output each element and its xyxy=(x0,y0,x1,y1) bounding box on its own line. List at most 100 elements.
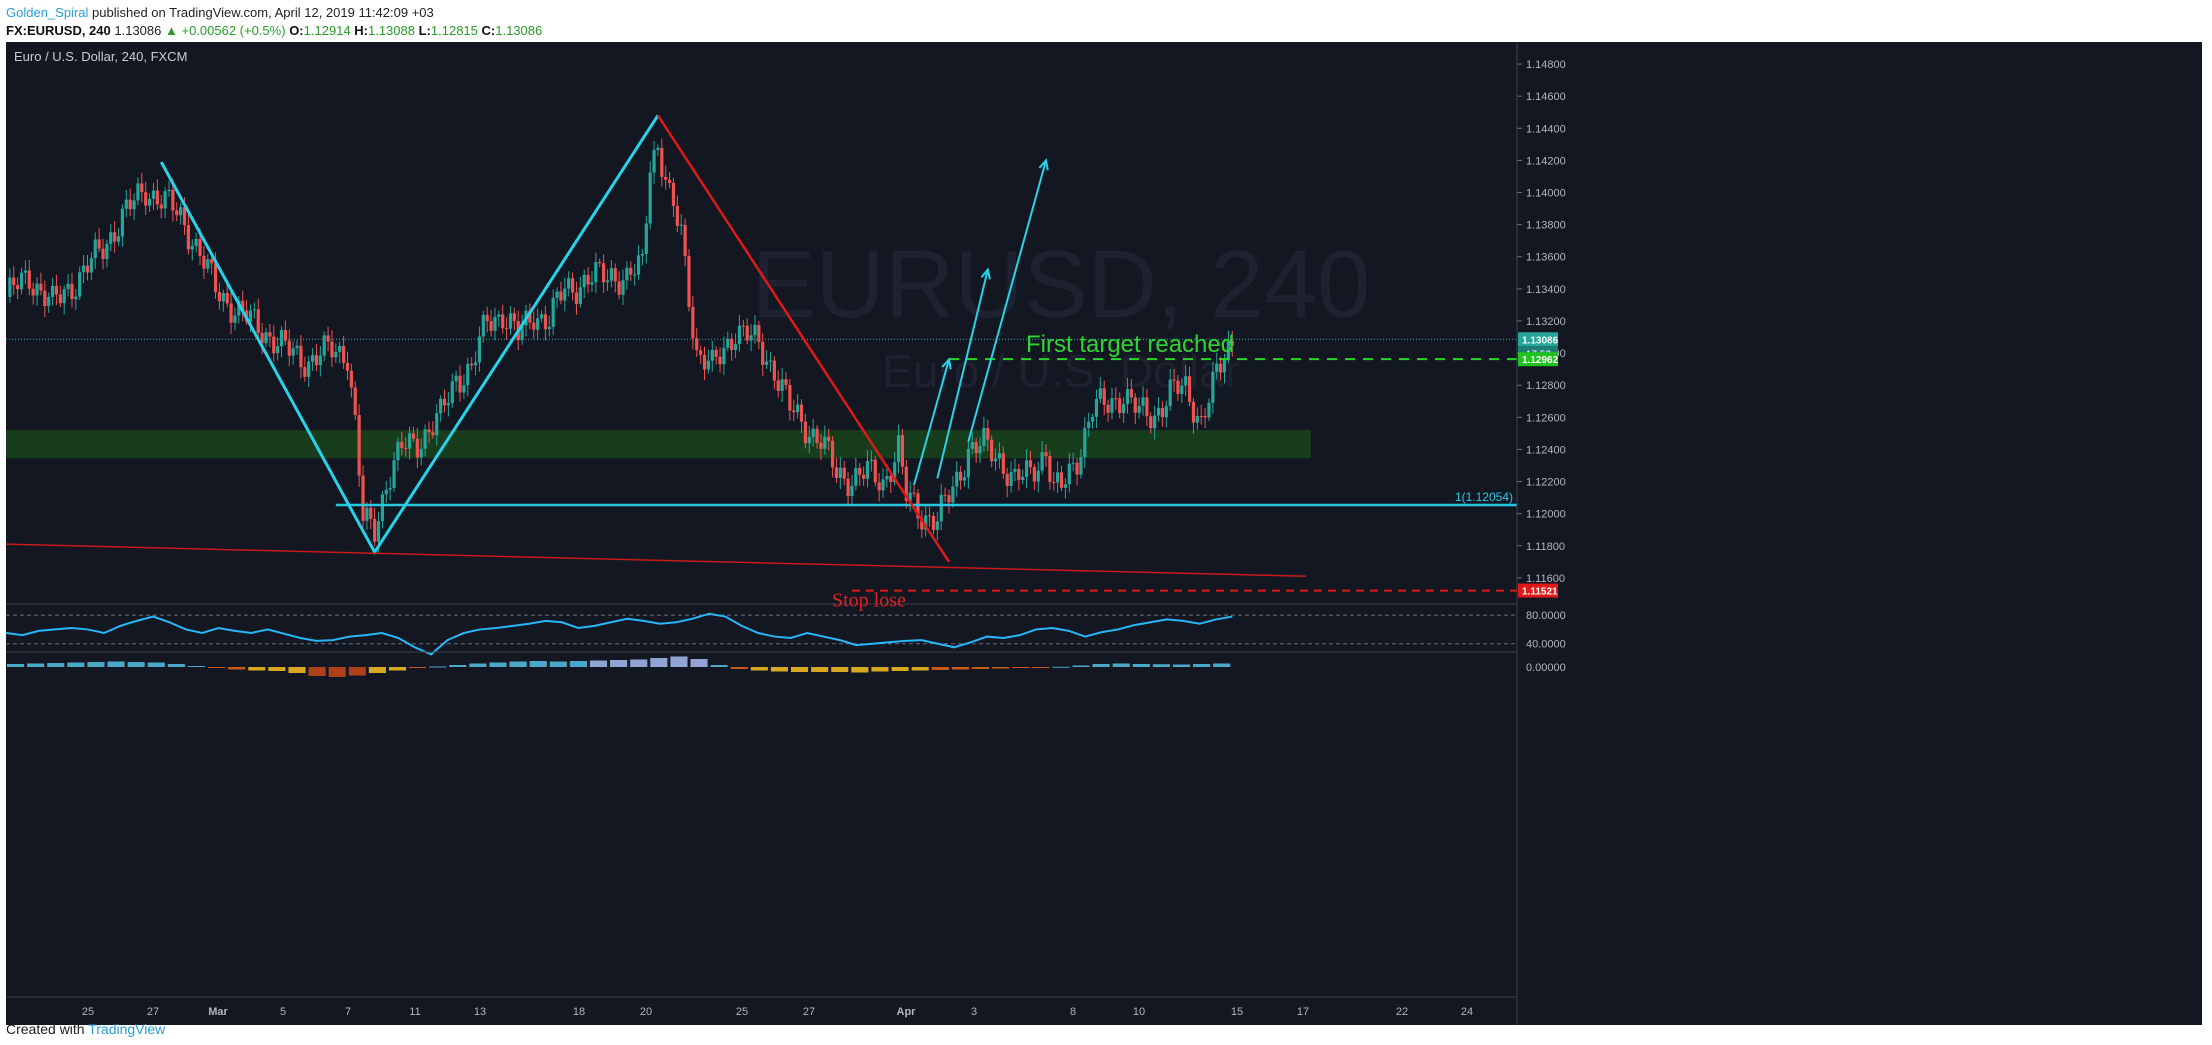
candle-body xyxy=(1028,460,1033,468)
x-tick-label: 17 xyxy=(1297,1006,1309,1018)
candle-body xyxy=(404,447,408,449)
macd-bar xyxy=(690,659,708,667)
candle-body xyxy=(35,283,39,296)
y-tick-label: 1.12200 xyxy=(1526,477,1566,489)
candle-body xyxy=(982,428,986,446)
rsi-tick-label: 40.0000 xyxy=(1526,639,1566,651)
candle-body xyxy=(50,285,55,297)
macd-bar xyxy=(308,667,326,676)
x-tick-label: 25 xyxy=(82,1006,94,1018)
y-tick-label: 1.13200 xyxy=(1526,316,1566,328)
candle-body xyxy=(1001,453,1005,474)
candle-body xyxy=(702,354,707,370)
candle-body xyxy=(501,314,505,329)
x-tick-label: 8 xyxy=(1070,1006,1076,1018)
y-tick-label: 1.12000 xyxy=(1526,509,1566,521)
candle-body xyxy=(47,296,51,306)
candle-body xyxy=(586,274,590,285)
candle-body xyxy=(636,255,641,275)
candle-body xyxy=(838,467,842,478)
candle-body xyxy=(159,204,163,209)
candle-body xyxy=(202,255,206,269)
candle-body xyxy=(419,448,423,458)
candle-body xyxy=(990,439,994,462)
macd-bar xyxy=(569,661,587,667)
candle-body xyxy=(132,200,136,210)
candle-body xyxy=(563,288,567,301)
candle-body xyxy=(194,238,198,246)
candle-body xyxy=(862,474,866,479)
chart-container[interactable]: EURUSD, 240 Euro / U.S. Dollar Euro / U.… xyxy=(5,42,2202,1025)
macd-bar xyxy=(811,667,829,672)
macd-bar xyxy=(891,667,909,671)
macd-bar xyxy=(730,667,748,669)
macd-bar xyxy=(288,667,306,673)
candle-body xyxy=(27,270,31,289)
candle-body xyxy=(660,147,664,177)
projection-arrow xyxy=(967,160,1047,442)
created-with-text: Created with xyxy=(6,1021,85,1037)
candle-body xyxy=(260,333,264,344)
candle-body xyxy=(283,330,288,341)
candle-body xyxy=(1071,462,1075,464)
candle-body xyxy=(287,340,291,356)
candle-body xyxy=(842,467,846,479)
macd-bar xyxy=(1012,667,1030,668)
candle-body xyxy=(1059,472,1064,488)
candle-body xyxy=(481,315,485,337)
candle-body xyxy=(268,332,272,337)
candle-body xyxy=(338,345,342,352)
candle-body xyxy=(213,263,218,292)
watermark-symbol: EURUSD, 240 xyxy=(752,231,1371,338)
candle-body xyxy=(376,521,381,542)
candle-body xyxy=(276,346,280,354)
macd-bar xyxy=(971,667,990,669)
macd-bar xyxy=(409,667,427,668)
macd-bar xyxy=(147,662,165,667)
candle-body xyxy=(58,294,62,304)
candle-body xyxy=(16,285,20,290)
candle-body xyxy=(392,460,396,489)
candle-body xyxy=(823,436,827,449)
candle-body xyxy=(1187,376,1192,402)
candle-body xyxy=(1203,416,1207,418)
candle-body xyxy=(1079,457,1083,475)
candle-body xyxy=(679,224,683,226)
macd-bar xyxy=(67,662,85,667)
candle-body xyxy=(768,360,773,362)
candle-body xyxy=(644,223,648,254)
candle-body xyxy=(640,253,645,256)
candle-body xyxy=(570,278,575,293)
candle-body xyxy=(62,289,66,304)
publisher-link[interactable]: Golden_Spiral xyxy=(6,5,89,20)
candle-body xyxy=(986,428,990,440)
candle-body xyxy=(629,267,633,275)
candle-body xyxy=(299,345,303,368)
y-tick-label: 1.13800 xyxy=(1526,220,1566,232)
price-chart[interactable]: EURUSD, 240 Euro / U.S. Dollar Euro / U.… xyxy=(5,42,2202,1025)
candle-body xyxy=(407,433,412,449)
candle-body xyxy=(458,375,462,393)
macd-bar xyxy=(1112,663,1130,667)
red-trendline xyxy=(656,114,951,563)
candle-body xyxy=(326,335,330,342)
macd-bar xyxy=(750,667,768,671)
candle-body xyxy=(101,248,105,259)
candle-body xyxy=(1137,405,1141,413)
candle-body xyxy=(8,277,12,297)
candle-body xyxy=(136,183,140,201)
y-tick-label: 1.11600 xyxy=(1526,573,1565,585)
candle-body xyxy=(1083,428,1087,458)
candle-body xyxy=(310,355,315,362)
tradingview-link[interactable]: TradingView xyxy=(88,1021,166,1037)
y-tick-label: 1.13400 xyxy=(1526,284,1566,296)
macd-bar xyxy=(1213,663,1231,667)
target-price-label-bg xyxy=(1518,352,1558,367)
candle-body xyxy=(1044,452,1048,456)
macd-bar xyxy=(368,667,386,673)
y-tick-label: 1.14000 xyxy=(1526,188,1566,200)
candle-body xyxy=(582,274,586,288)
candle-body xyxy=(1133,397,1137,413)
target-price-label: 1.12962 xyxy=(1522,355,1559,366)
candle-body xyxy=(691,306,695,339)
